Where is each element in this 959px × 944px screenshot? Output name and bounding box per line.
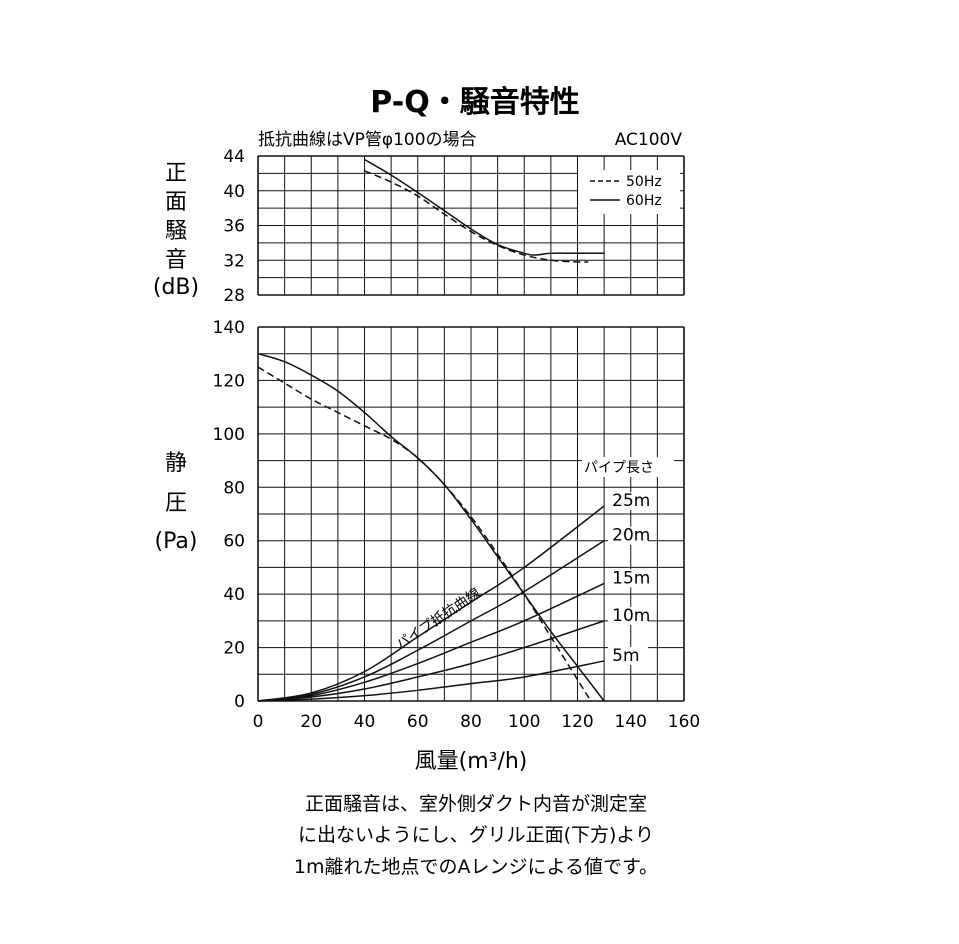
x-tick-label: 40 [354, 712, 376, 732]
pipe-length-value-bg [608, 646, 649, 665]
noise-y-tick-label: 40 [223, 182, 245, 202]
note-line-1: 正面騒音は、室外側ダクト内音が測定室 [305, 793, 647, 815]
pressure-ylabel-char: 静 [165, 451, 187, 476]
pipe-length-value-bg [608, 569, 649, 588]
x-tick-label: 120 [561, 712, 593, 732]
x-tick-label: 80 [460, 712, 482, 732]
pressure-y-tick-label: 80 [223, 478, 245, 498]
noise-y-tick-label: 36 [223, 217, 245, 237]
legend-60hz-label: 60Hz [626, 193, 662, 209]
pressure-y-tick-label: 100 [213, 425, 245, 445]
pressure-ylabel-char: 圧 [165, 491, 187, 516]
x-tick-label: 160 [668, 712, 700, 732]
noise-ylabel-char: 騒 [165, 219, 187, 244]
series-line-50hz [257, 366, 592, 702]
noise-y-tick-label: 44 [223, 147, 245, 167]
pressure-y-tick-label: 60 [223, 532, 245, 552]
noise-y-ticks: 28 32 36 40 44 [223, 147, 245, 306]
pipe-length-value: 25m [612, 491, 650, 511]
x-tick-label: 140 [615, 712, 647, 732]
pressure-ylabel: 静 圧 (Pa) [155, 451, 198, 554]
pipe-length-value-bg [608, 526, 649, 545]
pipe-length-value: 5m [612, 646, 639, 666]
pressure-series [257, 352, 605, 702]
pipe-length-value: 20m [612, 526, 650, 546]
series-line-50hz [364, 170, 589, 263]
pressure-x-ticks: 0 20 40 60 80 100 120 140 160 [253, 712, 701, 732]
series-line-60hz [257, 352, 605, 702]
note-line-3: 1m離れた地点でのAレンジによる値です。 [294, 856, 658, 878]
pipe-length-label-bg [582, 457, 674, 477]
pipe-length-value-bg [608, 606, 649, 625]
series-line-20m [257, 540, 605, 702]
x-tick-label: 60 [407, 712, 429, 732]
noise-ylabel-char: 音 [165, 248, 187, 273]
pressure-y-ticks: 0 20 40 60 80 100 120 140 [213, 318, 245, 712]
noise-y-tick-label: 28 [223, 286, 245, 306]
pipe-length-value: 10m [612, 606, 650, 626]
noise-y-tick-label: 32 [223, 251, 245, 271]
pressure-y-tick-label: 40 [223, 585, 245, 605]
noise-series [364, 158, 605, 263]
pipe-length-value-bg [608, 491, 649, 510]
pressure-grid [257, 326, 685, 702]
series-line-10m [257, 620, 605, 702]
pipe-length-labels: 25m 20m 15m 10m 5m [608, 491, 650, 666]
voltage-label: AC100V [615, 130, 683, 150]
chart-subtitle: 抵抗曲線はVP管φ100の場合 [258, 130, 477, 150]
series-line-5m [257, 660, 605, 702]
series-line-60hz [364, 158, 605, 256]
pressure-ylabel-unit: (Pa) [155, 529, 198, 554]
pipe-length-value: 15m [612, 568, 650, 588]
pressure-y-tick-label: 120 [213, 371, 245, 391]
noise-ylabel-unit: (dB) [153, 275, 199, 300]
pressure-y-tick-label: 20 [223, 639, 245, 659]
x-tick-label: 20 [300, 712, 322, 732]
series-line-15m [257, 582, 605, 702]
x-tick-label: 100 [508, 712, 540, 732]
noise-ylabel-char: 面 [165, 190, 187, 215]
series-line-25m [257, 505, 605, 702]
note-line-2: に出ないようにし、グリル正面(下方)より [298, 824, 654, 846]
pressure-y-tick-label: 0 [234, 692, 245, 712]
x-axis-label: 風量(m³/h) [415, 749, 528, 774]
noise-ylabel-char: 正 [165, 161, 187, 186]
legend: 50Hz 60Hz [578, 170, 680, 214]
pipe-length-label: パイプ長さ [584, 460, 654, 476]
chart-title: P-Q・騒音特性 [370, 85, 579, 120]
noise-ylabel: 正 面 騒 音 (dB) [153, 161, 199, 300]
legend-50hz-label: 50Hz [626, 174, 662, 190]
pressure-y-tick-label: 140 [213, 318, 245, 338]
legend-box [578, 170, 680, 214]
x-tick-label: 0 [253, 712, 264, 732]
